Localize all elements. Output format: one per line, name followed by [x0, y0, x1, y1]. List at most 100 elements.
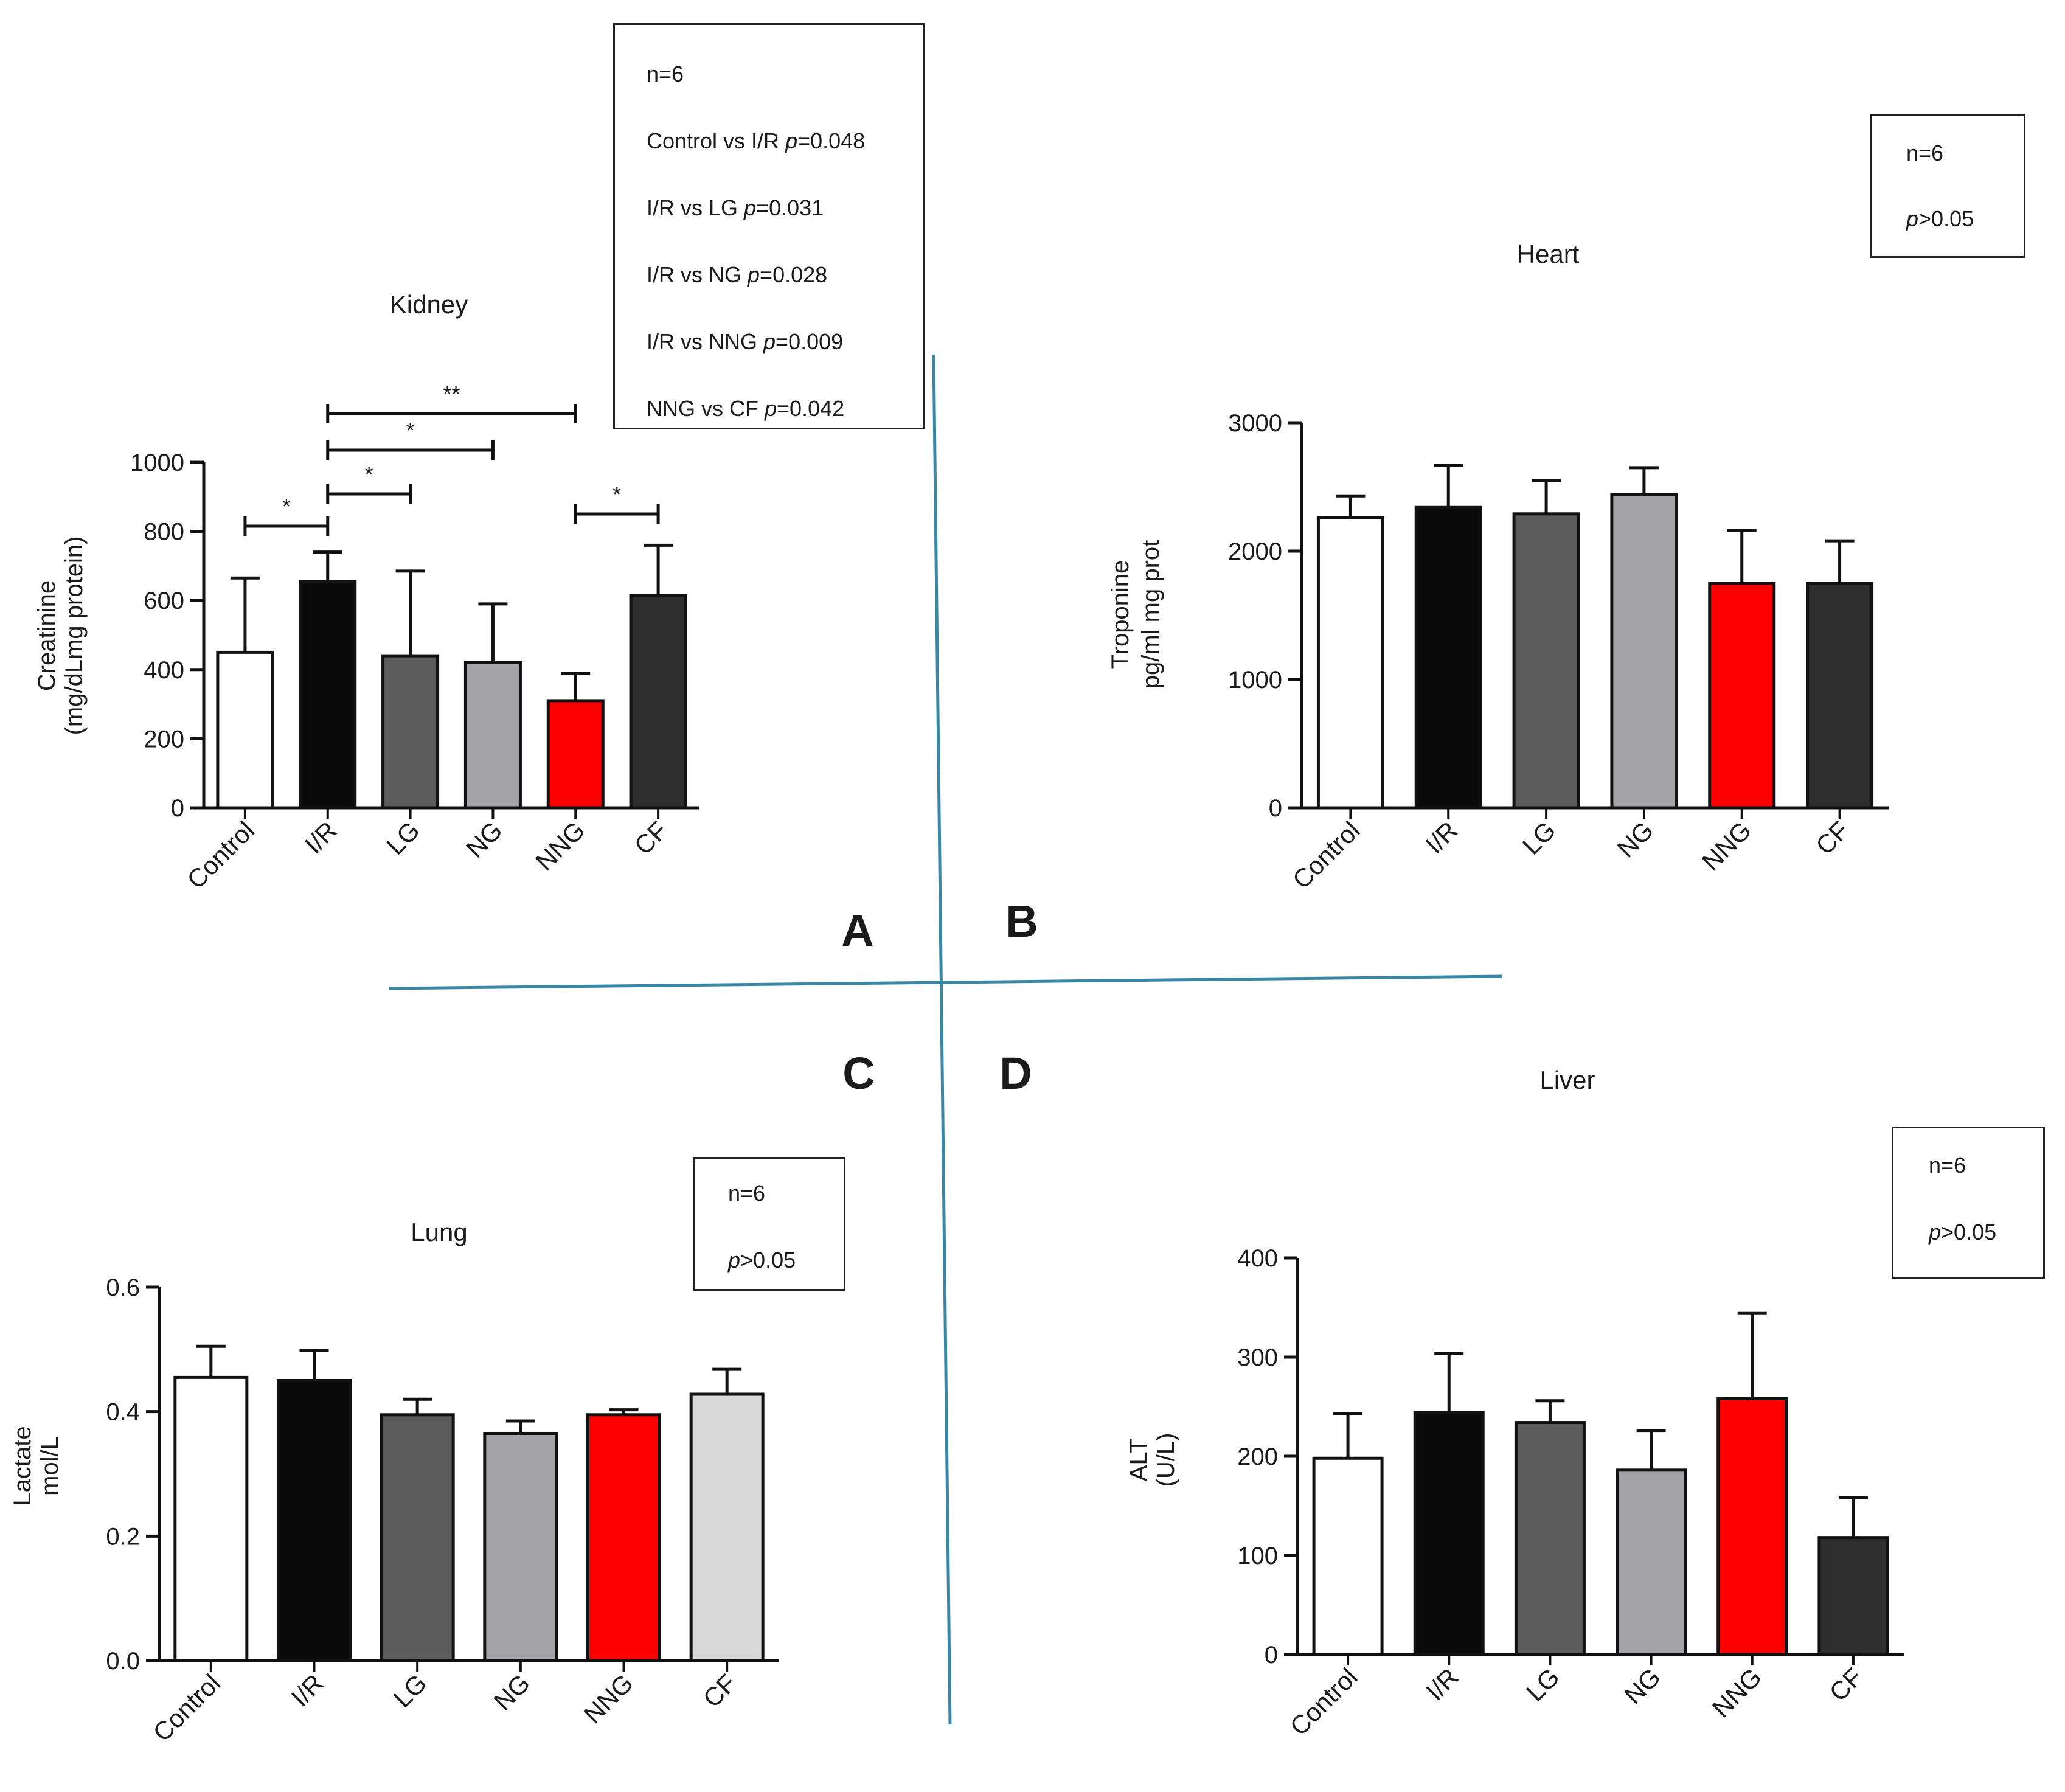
- y-tick-label: 3000: [1228, 410, 1282, 437]
- significance-label: **: [443, 381, 460, 406]
- y-axis-label: mol/L: [36, 1436, 63, 1496]
- x-tick-label: CF: [1810, 816, 1855, 860]
- bar-lg: [1512, 512, 1580, 810]
- y-tick-label: 400: [144, 657, 184, 684]
- lung-n-label: n=6: [728, 1181, 766, 1206]
- y-axis-label: (U/L): [1153, 1433, 1179, 1487]
- x-tick-label: Control: [147, 1669, 226, 1747]
- x-tick-label: Control: [1284, 1662, 1362, 1741]
- y-tick-label: 400: [1237, 1245, 1278, 1272]
- chart-title: Kidney: [390, 290, 468, 319]
- panel-letter-b: B: [1005, 896, 1038, 946]
- y-tick-label: 0: [1269, 795, 1282, 822]
- divider-vertical: [932, 354, 952, 1725]
- y-tick-label: 100: [1237, 1543, 1278, 1569]
- liver-p-value: p>0.05: [1929, 1220, 1997, 1245]
- x-tick-label: Control: [1287, 816, 1366, 894]
- divider-horizontal: [389, 974, 1503, 990]
- bar-ng: [1616, 1468, 1687, 1656]
- bar-ir: [1414, 505, 1482, 810]
- chart-title: Lung: [411, 1218, 467, 1246]
- bar-nng: [546, 699, 605, 810]
- bar-control: [1312, 1456, 1384, 1656]
- liver-chart: Liver ALT (U/L) 0 100 200 300 400 Control I/R LG NG…: [1125, 1066, 1904, 1741]
- x-tick-label: LG: [381, 816, 425, 860]
- bar-cf: [689, 1392, 765, 1662]
- bar-control: [216, 650, 274, 810]
- x-tick-label: NNG: [1707, 1662, 1767, 1723]
- x-tick-label: CF: [629, 816, 673, 860]
- heart-chart: Heart Troponine pg/ml mg prot 0 1000 2000 3000…: [1107, 240, 1889, 894]
- heart-n-label: n=6: [1906, 141, 1944, 165]
- y-tick-label: 0.2: [106, 1523, 140, 1550]
- panel-letter-d: D: [999, 1048, 1032, 1099]
- x-tick-label: I/R: [1420, 816, 1463, 859]
- x-tick-label: NG: [460, 816, 508, 863]
- kidney-comparison: I/R vs NG p=0.028: [647, 262, 828, 287]
- y-tick-label: 600: [144, 588, 184, 614]
- chart-title: Liver: [1539, 1066, 1595, 1094]
- y-axis-label: Creatinine: [33, 580, 60, 691]
- lung-chart: Lung Lactate mol/L 0.0 0.2 0.4 0.6 Control I/R LG…: [9, 1218, 779, 1747]
- bar-ng: [483, 1431, 558, 1662]
- kidney-n-label: n=6: [647, 61, 684, 86]
- x-tick-label: LG: [388, 1669, 432, 1713]
- y-tick-label: 800: [144, 519, 184, 546]
- x-tick-label: CF: [1824, 1662, 1868, 1707]
- bar-control: [173, 1375, 249, 1662]
- x-tick-label: NG: [1619, 1662, 1666, 1710]
- y-tick-label: 2000: [1228, 538, 1282, 565]
- kidney-comparison: I/R vs NNG p=0.009: [647, 329, 844, 354]
- significance-label: *: [613, 482, 621, 507]
- significance-label: *: [365, 462, 373, 487]
- lung-p-value: p>0.05: [728, 1248, 796, 1273]
- kidney-chart: Kidney Creatinine (mg/dLmg protein) 0 200 400…: [33, 290, 699, 894]
- heart-p-value: p>0.05: [1906, 206, 1974, 231]
- y-tick-label: 0: [171, 795, 184, 822]
- y-tick-label: 300: [1237, 1344, 1278, 1371]
- y-axis-label: Troponine: [1107, 560, 1134, 669]
- significance-label: *: [406, 418, 415, 443]
- x-tick-label: I/R: [299, 816, 342, 859]
- y-axis-label: ALT: [1125, 1439, 1152, 1481]
- bar-nng: [1716, 1397, 1788, 1656]
- bar-lg: [381, 654, 440, 810]
- bar-ng: [463, 661, 522, 810]
- x-tick-label: NNG: [530, 816, 590, 876]
- y-axis-label: Lactate: [9, 1426, 36, 1505]
- bar-ir: [277, 1379, 352, 1662]
- kidney-comparison: NNG vs CF p=0.042: [647, 396, 845, 421]
- bar-ir: [1413, 1411, 1485, 1656]
- y-tick-label: 0.0: [106, 1648, 140, 1675]
- y-tick-label: 0.6: [106, 1274, 140, 1301]
- y-axis-label: pg/ml mg prot: [1137, 540, 1164, 689]
- y-tick-label: 1000: [1228, 667, 1282, 693]
- kidney-comparison: Control vs I/R p=0.048: [647, 128, 866, 153]
- liver-n-label: n=6: [1929, 1153, 1966, 1178]
- heart-stats-box: n=6 p>0.05: [1870, 114, 2025, 258]
- bar-cf: [629, 594, 687, 810]
- y-tick-label: 0: [1265, 1642, 1278, 1669]
- panel-letter-c: C: [842, 1048, 875, 1099]
- lung-stats-box: n=6 p>0.05: [693, 1157, 845, 1291]
- bar-ir: [299, 580, 357, 810]
- x-tick-label: NNG: [578, 1669, 639, 1729]
- bar-ng: [1610, 493, 1678, 810]
- significance-label: *: [282, 494, 291, 519]
- kidney-stats-box: n=6 Control vs I/R p=0.048 I/R vs LG p=0…: [613, 23, 925, 429]
- x-tick-label: I/R: [1420, 1662, 1463, 1706]
- x-tick-label: I/R: [286, 1669, 329, 1712]
- x-tick-label: NG: [1611, 816, 1659, 863]
- bar-cf: [1806, 582, 1874, 810]
- y-tick-label: 1000: [130, 450, 184, 476]
- bar-control: [1316, 516, 1384, 810]
- x-tick-label: Control: [181, 816, 260, 894]
- bar-lg: [380, 1413, 455, 1662]
- liver-stats-box: n=6 p>0.05: [1892, 1127, 2045, 1279]
- bar-lg: [1514, 1421, 1586, 1656]
- x-tick-label: CF: [698, 1669, 742, 1713]
- x-tick-label: LG: [1521, 1662, 1565, 1707]
- x-tick-label: NNG: [1696, 816, 1757, 876]
- x-tick-label: NG: [488, 1669, 535, 1716]
- kidney-comparison: I/R vs LG p=0.031: [647, 195, 824, 220]
